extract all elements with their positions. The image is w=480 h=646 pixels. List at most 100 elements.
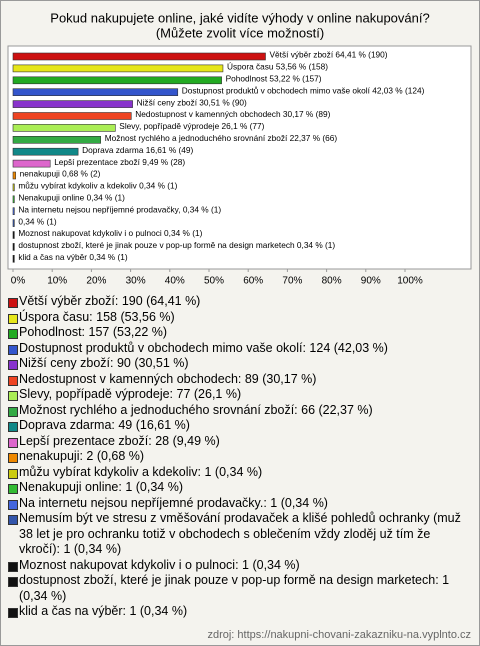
legend-swatch bbox=[8, 391, 18, 401]
legend-swatch bbox=[8, 375, 18, 386]
legend-label: klid a čas na výběr: 1 (0,34 %) bbox=[19, 604, 188, 618]
legend-label: dostupnost zboží, které je jinak pouze v… bbox=[19, 573, 450, 603]
bar bbox=[12, 88, 179, 96]
x-tick-label: 70% bbox=[282, 276, 302, 287]
bar bbox=[12, 183, 15, 192]
bar-label: 0,34 % (1) bbox=[18, 216, 57, 226]
legend-label: Moznost nakupovat kdykoliv i o pulnoci: … bbox=[19, 557, 300, 572]
bar-label: Možnost rychlého a jednoduchého srovnání… bbox=[105, 133, 338, 143]
legend-swatch bbox=[8, 329, 18, 339]
bar bbox=[12, 136, 101, 144]
bar-label: klid a čas na výběr 0,34 % (1) bbox=[18, 252, 128, 262]
legend-swatch bbox=[8, 313, 18, 324]
legend-item: nenakupuji: 2 (0,68 %) bbox=[7, 449, 473, 465]
bar bbox=[12, 231, 15, 239]
bar bbox=[12, 147, 79, 156]
bar-label: Slevy, popřípadě výprodeje 26,1 % (77) bbox=[119, 121, 264, 131]
legend-swatch bbox=[8, 515, 18, 525]
bar bbox=[12, 76, 222, 85]
legend-label: nenakupuji: 2 (0,68 %) bbox=[19, 449, 145, 463]
legend-label: Lepší prezentace zboží: 28 (9,49 %) bbox=[19, 433, 220, 448]
legend-item: Větší výběr zboží: 190 (64,41 %) bbox=[7, 294, 473, 310]
x-tick-label: 10% bbox=[47, 276, 67, 287]
legend-label: Nenakupuji online: 1 (0,34 %) bbox=[19, 480, 183, 494]
x-tick-label: 20% bbox=[86, 276, 106, 287]
legend-label: můžu vybírat kdykoliv a kdekoliv: 1 (0,3… bbox=[19, 464, 263, 479]
bar-label: Moznost nakupovat kdykoliv i o pulnoci 0… bbox=[18, 228, 202, 238]
bar bbox=[12, 195, 15, 204]
bar bbox=[12, 159, 51, 168]
x-tick-label: 100% bbox=[397, 276, 423, 287]
bar-label: Pohodlnost 53,22 % (157) bbox=[226, 73, 322, 83]
legend-item: můžu vybírat kdykoliv a kdekoliv: 1 (0,3… bbox=[7, 465, 473, 481]
x-tick-label: 50% bbox=[204, 276, 224, 287]
legend-label: Dostupnost produktů v obchodech mimo vaš… bbox=[19, 340, 388, 355]
bar-label: Úspora času 53,56 % (158) bbox=[227, 62, 328, 72]
bar bbox=[12, 124, 116, 132]
legend-swatch bbox=[8, 360, 18, 370]
legend-swatch bbox=[8, 484, 18, 494]
bar bbox=[12, 100, 133, 108]
legend-swatch bbox=[8, 499, 18, 510]
legend-item: Nenakupuji online: 1 (0,34 %) bbox=[7, 480, 473, 496]
legend-item: Nedostupnost v kamenných obchodech: 89 (… bbox=[7, 372, 473, 388]
bar-label: Dostupnost produktů v obchodech mimo vaš… bbox=[182, 85, 425, 95]
legend-label: Nemusím být ve stresu z vměšování prodav… bbox=[19, 511, 461, 556]
bar bbox=[12, 219, 15, 227]
x-tick-label: 0% bbox=[11, 276, 26, 287]
legend-item: Úspora času: 158 (53,56 %) bbox=[7, 310, 473, 326]
legend-swatch bbox=[8, 437, 18, 448]
legend-item: dostupnost zboží, které je jinak pouze v… bbox=[7, 573, 473, 604]
bar bbox=[12, 243, 15, 251]
legend-item: Dostupnost produktů v obchodech mimo vaš… bbox=[7, 341, 473, 357]
legend-swatch bbox=[8, 422, 18, 432]
legend-swatch bbox=[8, 298, 18, 308]
legend-label: Pohodlnost: 157 (53,22 %) bbox=[19, 325, 168, 339]
bar-label: Doprava zdarma 16,61 % (49) bbox=[82, 145, 193, 155]
legend-item: Lepší prezentace zboží: 28 (9,49 %) bbox=[7, 434, 473, 450]
bar bbox=[12, 64, 224, 73]
x-tick-label: 30% bbox=[126, 276, 146, 287]
bar bbox=[12, 171, 16, 180]
bar-label: nenakupuji 0,68 % (2) bbox=[20, 169, 101, 179]
legend-label: Slevy, popřípadě výprodeje: 77 (26,1 %) bbox=[19, 387, 242, 401]
legend-item: Nemusím být ve stresu z vměšování prodav… bbox=[7, 511, 473, 558]
x-tick-label: 80% bbox=[322, 276, 342, 287]
legend-swatch bbox=[8, 561, 18, 572]
legend-swatch bbox=[8, 577, 18, 587]
bar-label: Lepší prezentace zboží 9,49 % (28) bbox=[54, 157, 185, 167]
chart-title: Pokud nakupujete online, jaké vidíte výh… bbox=[50, 10, 429, 25]
legend-label: Možnost rychlého a jednoduchého srovnání… bbox=[19, 402, 373, 417]
bar-label: Nižší ceny zboží 30,51 % (90) bbox=[137, 97, 247, 107]
bar-label: dostupnost zboží, které je jinak pouze v… bbox=[18, 240, 335, 250]
bar-label: Nedostupnost v kamenných obchodech 30,17… bbox=[135, 109, 330, 119]
legend-label: Na internetu nejsou nepříjemné prodavačk… bbox=[19, 495, 328, 510]
bar-label: Na internetu nejsou nepříjemné prodavačk… bbox=[18, 204, 221, 214]
x-tick-label: 40% bbox=[165, 276, 185, 287]
source: zdroj: https://nakupni-chovani-zakazniku… bbox=[207, 629, 471, 641]
bar-label: můžu vybírat kdykoliv a kdekoliv 0,34 % … bbox=[18, 181, 177, 191]
bar bbox=[12, 255, 15, 263]
bar bbox=[12, 52, 266, 61]
legend-label: Nižší ceny zboží: 90 (30,51 %) bbox=[19, 356, 189, 370]
legend: Větší výběr zboží: 190 (64,41 %) Úspora č… bbox=[7, 294, 473, 620]
chart-subtitle: (Můžete zvolit více možností) bbox=[156, 25, 324, 40]
legend-item: klid a čas na výběr: 1 (0,34 %) bbox=[7, 604, 473, 620]
legend-label: Doprava zdarma: 49 (16,61 %) bbox=[19, 418, 190, 432]
legend-swatch bbox=[8, 468, 18, 479]
bar bbox=[12, 112, 132, 120]
bar bbox=[12, 207, 15, 215]
x-tick-label: 60% bbox=[243, 276, 263, 287]
legend-item: Moznost nakupovat kdykoliv i o pulnoci: … bbox=[7, 558, 473, 574]
legend-label: Větší výběr zboží: 190 (64,41 %) bbox=[19, 294, 201, 308]
legend-item: Slevy, popřípadě výprodeje: 77 (26,1 %) bbox=[7, 387, 473, 403]
legend-swatch bbox=[8, 453, 18, 463]
legend-swatch bbox=[8, 406, 18, 417]
chart: Pokud nakupujete online, jaké vidíte výh… bbox=[7, 10, 472, 287]
legend-item: Nižší ceny zboží: 90 (30,51 %) bbox=[7, 356, 473, 372]
legend-label: Úspora času: 158 (53,56 %) bbox=[19, 309, 175, 324]
legend-label: Nedostupnost v kamenných obchodech: 89 (… bbox=[19, 371, 317, 386]
bar-label: Nenakupuji online 0,34 % (1) bbox=[18, 192, 125, 202]
legend-item: Pohodlnost: 157 (53,22 %) bbox=[7, 325, 473, 341]
